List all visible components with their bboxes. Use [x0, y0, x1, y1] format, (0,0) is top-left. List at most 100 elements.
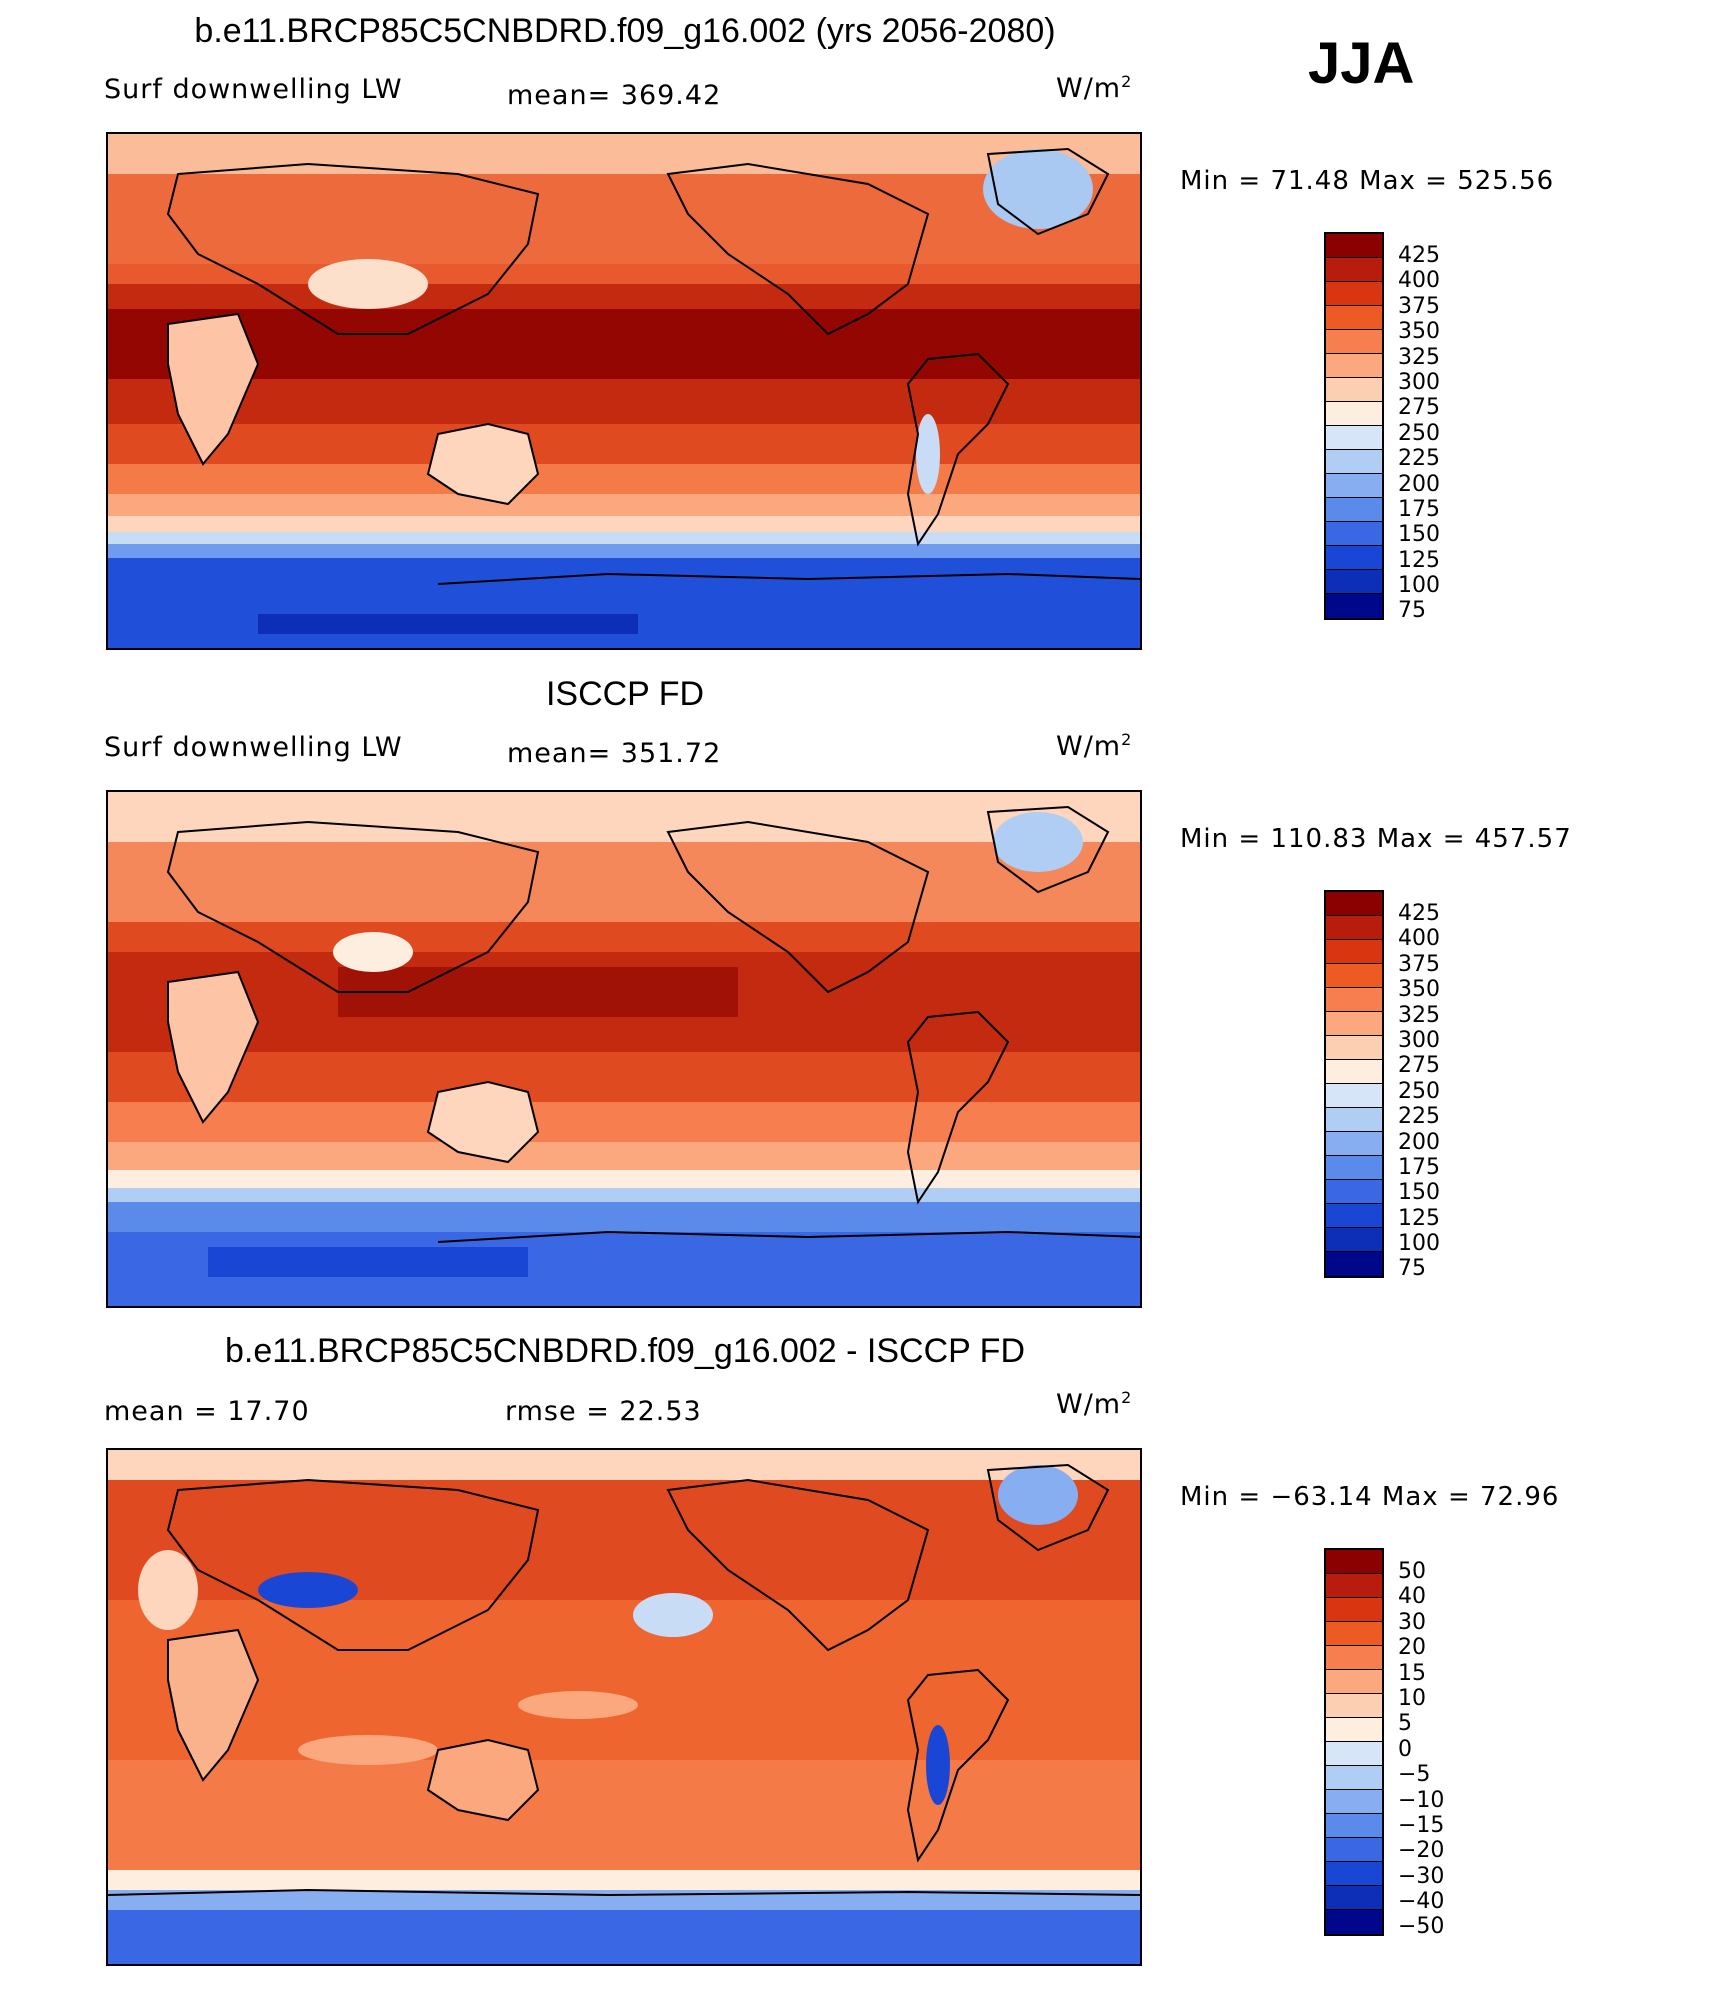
colorbar-swatch [1326, 988, 1382, 1012]
colorbar-tick-label: 5 [1398, 1711, 1412, 1737]
colorbar-swatch [1326, 916, 1382, 940]
colorbar-tick-label: 175 [1398, 496, 1440, 522]
colorbar-tick-label: 375 [1398, 951, 1440, 977]
colorbar-swatch [1326, 282, 1382, 306]
colorbar-tick-label: 225 [1398, 446, 1440, 472]
colorbar-tick-label: 300 [1398, 1027, 1440, 1053]
panel3-colorbar [1324, 1548, 1384, 1936]
colorbar-tick-label: 400 [1398, 926, 1440, 952]
colorbar-swatch [1326, 1204, 1382, 1228]
colorbar-tick-label: 10 [1398, 1685, 1426, 1711]
colorbar-tick-label: 125 [1398, 547, 1440, 573]
colorbar-swatch [1326, 1036, 1382, 1060]
colorbar-swatch [1326, 402, 1382, 426]
colorbar-tick-label: 400 [1398, 268, 1440, 294]
colorbar-swatch [1326, 1180, 1382, 1204]
panel3-minmax: Min = −63.14 Max = 72.96 [1180, 1482, 1560, 1512]
panel1-colorbar [1324, 232, 1384, 620]
panel3-units: W/m2 [1056, 1388, 1133, 1420]
colorbar-swatch [1326, 1132, 1382, 1156]
colorbar-swatch [1326, 964, 1382, 988]
colorbar-swatch [1326, 1886, 1382, 1910]
colorbar-swatch [1326, 1694, 1382, 1718]
colorbar-tick-label: 0 [1398, 1736, 1412, 1762]
colorbar-tick-label: −10 [1398, 1787, 1445, 1813]
panel1-units: W/m2 [1056, 72, 1133, 104]
colorbar-swatch [1326, 1228, 1382, 1252]
colorbar-tick-label: 325 [1398, 1002, 1440, 1028]
colorbar-swatch [1326, 1790, 1382, 1814]
colorbar-tick-label: 75 [1398, 1256, 1426, 1282]
colorbar-swatch [1326, 1252, 1382, 1276]
colorbar-tick-label: 15 [1398, 1660, 1426, 1686]
colorbar-swatch [1326, 426, 1382, 450]
colorbar-tick-label: 225 [1398, 1104, 1440, 1130]
colorbar-swatch [1326, 258, 1382, 282]
panel2-colorbar [1324, 890, 1384, 1278]
colorbar-swatch [1326, 1550, 1382, 1574]
colorbar-swatch [1326, 1862, 1382, 1886]
colorbar-swatch [1326, 892, 1382, 916]
panel2-title: ISCCP FD [545, 675, 705, 713]
colorbar-swatch [1326, 1012, 1382, 1036]
colorbar-swatch [1326, 330, 1382, 354]
colorbar-swatch [1326, 1766, 1382, 1790]
colorbar-tick-label: 250 [1398, 1078, 1440, 1104]
colorbar-swatch [1326, 354, 1382, 378]
colorbar-tick-label: −40 [1398, 1889, 1445, 1915]
colorbar-swatch [1326, 1598, 1382, 1622]
colorbar-swatch [1326, 546, 1382, 570]
colorbar-swatch [1326, 522, 1382, 546]
colorbar-swatch [1326, 1108, 1382, 1132]
colorbar-tick-label: 425 [1398, 901, 1440, 926]
colorbar-tick-label: 175 [1398, 1154, 1440, 1180]
colorbar-swatch [1326, 1742, 1382, 1766]
panel1-title: b.e11.BRCP85C5CNBDRD.f09_g16.002 (yrs 20… [194, 12, 1056, 50]
colorbar-swatch [1326, 594, 1382, 618]
colorbar-swatch [1326, 1574, 1382, 1598]
colorbar-tick-label: −30 [1398, 1863, 1445, 1889]
panel2-mean: mean= 351.72 [507, 738, 722, 769]
panel2-map [106, 790, 1142, 1308]
colorbar-swatch [1326, 234, 1382, 258]
panel3-title: b.e11.BRCP85C5CNBDRD.f09_g16.002 - ISCCP… [225, 1332, 1025, 1370]
colorbar-swatch [1326, 1814, 1382, 1838]
panel2-minmax: Min = 110.83 Max = 457.57 [1180, 824, 1572, 854]
colorbar-swatch [1326, 1718, 1382, 1742]
colorbar-tick-label: 250 [1398, 420, 1440, 446]
colorbar-tick-label: 425 [1398, 243, 1440, 268]
colorbar-swatch [1326, 1156, 1382, 1180]
colorbar-tick-label: 100 [1398, 1231, 1440, 1257]
colorbar-tick-label: 150 [1398, 522, 1440, 548]
panel3-map [106, 1448, 1142, 1966]
colorbar-swatch [1326, 378, 1382, 402]
colorbar-swatch [1326, 474, 1382, 498]
panel2-colorbar-labels: 425 400 375 350 325 300 275 250 225 200 175 150 125 1… [1398, 901, 1440, 1282]
colorbar-tick-label: −15 [1398, 1812, 1445, 1838]
panel1-variable-label: Surf downwelling LW [104, 74, 403, 105]
panel3-mean: mean = 17.70 [104, 1396, 310, 1427]
colorbar-swatch [1326, 1838, 1382, 1862]
colorbar-tick-label: −50 [1398, 1914, 1445, 1940]
colorbar-tick-label: 275 [1398, 1053, 1440, 1079]
colorbar-tick-label: 325 [1398, 344, 1440, 370]
colorbar-tick-label: 40 [1398, 1584, 1426, 1610]
colorbar-tick-label: −5 [1398, 1762, 1431, 1788]
panel1-mean: mean= 369.42 [507, 80, 722, 111]
colorbar-tick-label: 300 [1398, 369, 1440, 395]
colorbar-swatch [1326, 940, 1382, 964]
colorbar-swatch [1326, 1622, 1382, 1646]
panel1-colorbar-labels: 425 400 375 350 325 300 275 250 225 200 175 150 125 1… [1398, 243, 1440, 624]
colorbar-tick-label: 50 [1398, 1559, 1426, 1584]
colorbar-swatch [1326, 570, 1382, 594]
panel3-colorbar-labels: 50 40 30 20 15 10 5 0 −5 −10 −15 −20 −30 −40 −50 [1398, 1559, 1444, 1940]
panel2-variable-label: Surf downwelling LW [104, 732, 403, 763]
panel3-rmse: rmse = 22.53 [505, 1396, 702, 1427]
panel1-minmax: Min = 71.48 Max = 525.56 [1180, 166, 1555, 196]
panel2-units: W/m2 [1056, 730, 1133, 762]
colorbar-tick-label: 125 [1398, 1205, 1440, 1231]
panel1-map [106, 132, 1142, 650]
colorbar-tick-label: 100 [1398, 573, 1440, 599]
colorbar-tick-label: 375 [1398, 293, 1440, 319]
colorbar-swatch [1326, 1670, 1382, 1694]
